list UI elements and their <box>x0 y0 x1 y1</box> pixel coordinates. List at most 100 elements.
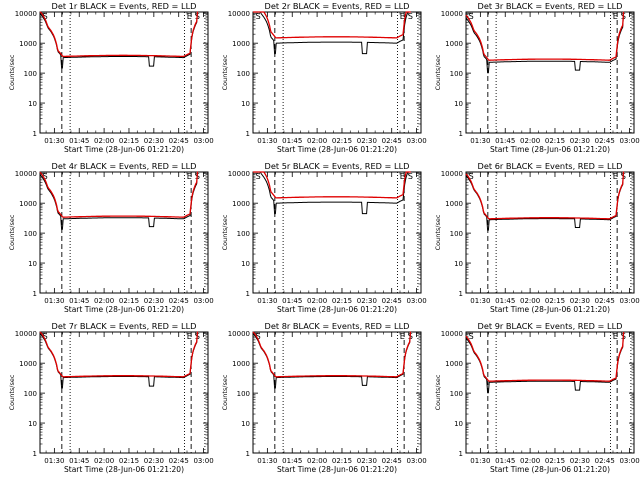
y-tick-label: 1 <box>459 130 463 138</box>
y-tick-label: 1 <box>246 290 250 298</box>
y-tick-label: 1000 <box>19 360 37 368</box>
x-axis-label: Start Time (28-Jun-06 01:21:20) <box>277 305 397 314</box>
x-tick-label: 02:30 <box>570 457 590 465</box>
x-tick-label: 01:45 <box>69 457 89 465</box>
x-tick-label: 02:45 <box>595 297 615 305</box>
y-tick-label: 10 <box>241 420 250 428</box>
x-tick-label: 02:15 <box>119 137 139 145</box>
marker-label: E <box>187 12 192 21</box>
y-axis-label: Counts/sec <box>8 54 16 90</box>
y-tick-label: 10 <box>28 420 37 428</box>
x-tick-label: 02:30 <box>144 457 164 465</box>
series-lld-line <box>39 331 199 378</box>
y-axis-label: Counts/sec <box>221 214 229 250</box>
x-axis-label: Start Time (28-Jun-06 01:21:20) <box>490 145 610 154</box>
x-tick-label: 02:00 <box>94 297 114 305</box>
y-axis-label: Counts/sec <box>8 214 16 250</box>
x-axis-label: Start Time (28-Jun-06 01:21:20) <box>490 465 610 474</box>
marker-label: E <box>613 172 618 181</box>
x-tick-label: 02:15 <box>545 137 565 145</box>
series-lld-line <box>465 11 625 61</box>
panel-det-2: Det 2r BLACK = Events, RED = LLD 1 10 100 10… <box>221 1 427 154</box>
y-tick-label: 100 <box>237 230 250 238</box>
marker-label: E <box>187 332 192 341</box>
x-tick-label: 03:00 <box>406 457 426 465</box>
y-axis-label: Counts/sec <box>434 54 442 90</box>
x-tick-label: 02:15 <box>332 137 352 145</box>
x-tick-label: 01:45 <box>282 297 302 305</box>
marker-label: S <box>256 332 261 341</box>
marker-label: S <box>469 172 474 181</box>
y-tick-label: 1000 <box>445 200 463 208</box>
series-events-line <box>253 11 411 55</box>
x-tick-label: 02:45 <box>382 137 402 145</box>
x-tick-label: 02:45 <box>169 137 189 145</box>
x-axis-label: Start Time (28-Jun-06 01:21:20) <box>490 305 610 314</box>
x-tick-label: 03:00 <box>619 297 639 305</box>
marker-label: E <box>400 332 405 341</box>
y-tick-label: 10 <box>454 100 463 108</box>
y-tick-label: 10 <box>241 100 250 108</box>
y-tick-label: 10000 <box>228 170 250 178</box>
chart-title: Det 7r BLACK = Events, RED = LLD <box>52 321 197 331</box>
y-tick-label: 100 <box>24 390 37 398</box>
marker-label: E <box>613 332 618 341</box>
series-events-line <box>253 171 411 215</box>
x-tick-label: 01:45 <box>69 297 89 305</box>
marker-label: E <box>400 172 405 181</box>
x-tick-label: 02:30 <box>144 137 164 145</box>
y-tick-label: 100 <box>237 390 250 398</box>
plot-frame <box>465 331 635 454</box>
marker-label: S <box>408 172 413 181</box>
y-tick-label: 1000 <box>19 200 37 208</box>
x-tick-label: 02:00 <box>94 457 114 465</box>
x-tick-label: 02:00 <box>520 297 540 305</box>
y-tick-label: 100 <box>450 390 463 398</box>
chart-title: Det 5r BLACK = Events, RED = LLD <box>265 161 410 171</box>
panel-det-3: Det 3r BLACK = Events, RED = LLD 1 10 100 10… <box>434 1 640 154</box>
series-events-line <box>39 11 198 69</box>
y-tick-label: 10000 <box>441 10 463 18</box>
chart-title: Det 2r BLACK = Events, RED = LLD <box>265 1 410 11</box>
x-tick-label: 03:00 <box>193 137 213 145</box>
y-tick-label: 10 <box>28 100 37 108</box>
series-events-line <box>252 331 411 389</box>
x-tick-label: 02:00 <box>307 137 327 145</box>
x-tick-label: 01:30 <box>257 137 277 145</box>
y-tick-label: 1000 <box>232 40 250 48</box>
y-tick-label: 1 <box>459 290 463 298</box>
series-events-line <box>465 171 624 231</box>
y-tick-label: 10000 <box>441 330 463 338</box>
x-tick-label: 03:00 <box>406 297 426 305</box>
series-events-line <box>39 171 198 230</box>
x-tick-label: 01:45 <box>69 137 89 145</box>
chart-title: Det 9r BLACK = Events, RED = LLD <box>478 321 623 331</box>
x-tick-label: 01:30 <box>470 137 490 145</box>
x-tick-label: 01:30 <box>257 297 277 305</box>
y-tick-label: 1 <box>246 450 250 458</box>
chart-title: Det 6r BLACK = Events, RED = LLD <box>478 161 623 171</box>
x-tick-label: 02:00 <box>307 457 327 465</box>
y-tick-label: 10000 <box>15 10 37 18</box>
panel-det-4: Det 4r BLACK = Events, RED = LLD 1 10 100 10… <box>8 161 214 314</box>
y-tick-label: 100 <box>450 70 463 78</box>
x-tick-label: 01:45 <box>495 297 515 305</box>
y-tick-label: 1 <box>246 130 250 138</box>
x-tick-label: 02:15 <box>119 297 139 305</box>
plot-frame <box>39 171 209 294</box>
series-events-line <box>465 11 625 74</box>
y-tick-label: 1000 <box>445 360 463 368</box>
x-tick-label: 02:15 <box>332 457 352 465</box>
y-tick-label: 10 <box>28 260 37 268</box>
x-axis-label: Start Time (28-Jun-06 01:21:20) <box>64 145 184 154</box>
y-tick-label: 10 <box>241 260 250 268</box>
marker-label: S <box>469 12 474 21</box>
x-tick-label: 03:00 <box>619 457 639 465</box>
series-lld-line <box>465 331 625 382</box>
marker-label: E <box>613 12 618 21</box>
x-axis-label: Start Time (28-Jun-06 01:21:20) <box>277 465 397 474</box>
y-tick-label: 10000 <box>441 170 463 178</box>
plot-frame <box>252 171 422 294</box>
y-tick-label: 1000 <box>232 200 250 208</box>
x-tick-label: 02:45 <box>595 137 615 145</box>
